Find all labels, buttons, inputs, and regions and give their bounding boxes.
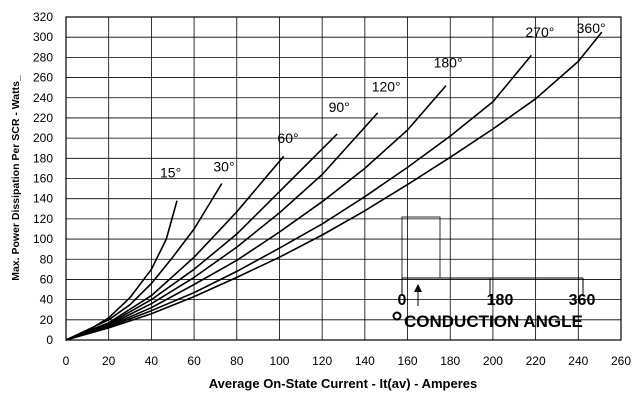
x-tick-label-180: 180 [440,354,460,368]
curve-120-deg [65,112,379,341]
x-tick-label-260: 260 [611,354,631,368]
curve-60-deg [65,155,285,341]
inset-label-360: 360 [569,292,596,309]
curve-label-30-deg: 30° [213,158,234,174]
curve-label-90-deg: 90° [329,99,350,115]
x-tick-label-40: 40 [145,354,159,368]
y-tick-labels: 0 20 40 60 80 100 120 140 160 180 200 220 240 260 280 3… [33,10,53,347]
inset-caption: CONDUCTION ANGLE [404,312,583,331]
y-tick-label-60: 60 [40,272,54,286]
x-tick-labels: 0 20 40 60 80 100 120 140 160 180 200 220 240 260 [63,354,632,368]
x-tick-label-80: 80 [230,354,244,368]
degree-circle-icon [392,311,402,321]
y-tick-label-0: 0 [46,333,53,347]
x-tick-label-60: 60 [187,354,201,368]
x-tick-label-20: 20 [102,354,116,368]
y-tick-label-260: 260 [33,71,53,85]
y-tick-label-180: 180 [33,151,53,165]
y-tick-label-120: 120 [33,212,53,226]
y-tick-label-220: 220 [33,111,53,125]
x-tick-label-220: 220 [526,354,546,368]
curve-270-deg [65,54,532,341]
curve-label-60-deg: 60° [277,130,298,146]
curve-30-deg [65,183,223,341]
y-tick-label-280: 280 [33,50,53,64]
curve-180-deg [65,85,447,341]
y-axis-title: Max. Power Dissipation Per SCR - Watts_ [10,75,22,281]
curve-label-120-deg: 120° [372,79,401,95]
x-tick-label-140: 140 [355,354,375,368]
curve-90-deg [65,133,338,341]
curve-label-270-deg: 270° [525,24,554,40]
x-tick-label-160: 160 [398,354,418,368]
y-tick-label-140: 140 [33,192,53,206]
x-tick-label-240: 240 [568,354,588,368]
inset-label-0: 0 [398,292,407,309]
curve-label-180-deg: 180° [434,54,463,70]
curve-360-deg [65,31,603,341]
y-tick-label-100: 100 [33,232,53,246]
y-tick-label-80: 80 [40,252,54,266]
x-tick-label-120: 120 [312,354,332,368]
y-tick-label-20: 20 [40,313,54,327]
curve-label-15-deg: 15° [160,164,181,180]
inset-label-180: 180 [487,292,514,309]
x-tick-label-200: 200 [483,354,503,368]
y-tick-label-160: 160 [33,172,53,186]
x-axis-title: Average On-State Current - It(av) - Ampe… [209,376,478,391]
y-tick-label-320: 320 [33,10,53,24]
x-tick-label-100: 100 [269,354,289,368]
y-tick-label-300: 300 [33,30,53,44]
conduction-angle-inset: 0 180 360 CONDUCTION ANGLE [392,216,596,331]
x-tick-label-0: 0 [63,354,70,368]
curve-label-360-deg: 360° [577,20,606,36]
y-tick-label-240: 240 [33,91,53,105]
inset-arrow-head [414,284,422,292]
plot-frame [65,16,622,341]
y-tick-label-200: 200 [33,131,53,145]
y-tick-label-40: 40 [40,293,54,307]
curves: 15° 30° 60° 90° 120° 180° 270° 360° [65,20,606,341]
